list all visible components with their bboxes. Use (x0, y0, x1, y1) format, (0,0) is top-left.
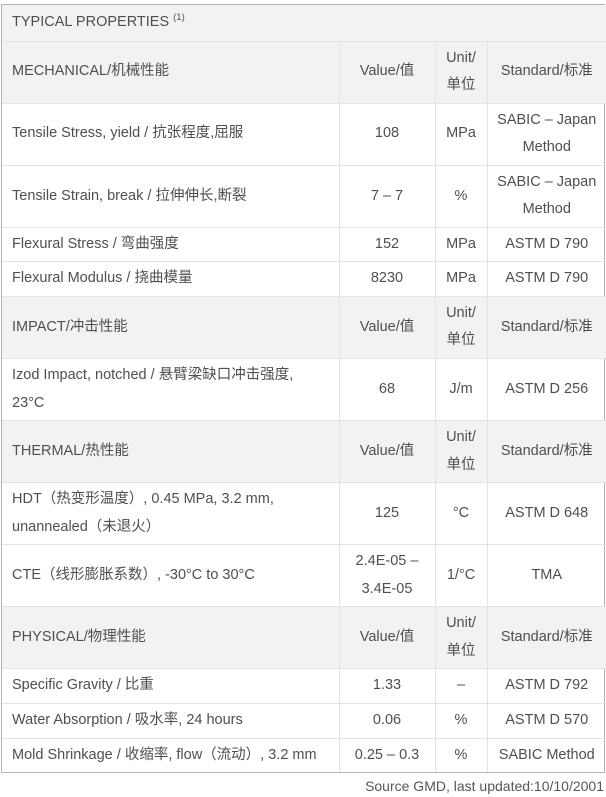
section-header-row-impact: IMPACT/冲击性能 Value/值 Unit/单位 Standard/标准 (1, 295, 606, 360)
table-title-row: TYPICAL PROPERTIES (1) (1, 4, 606, 42)
property-cell: Tensile Stress, yield / 抗张程度,屈服 (1, 102, 340, 166)
source-note: Source GMD, last updated:10/10/2001 (365, 778, 604, 795)
unit-cell: % (434, 737, 488, 773)
typical-properties-table: TYPICAL PROPERTIES (1) MECHANICAL/机械性能 Va… (1, 4, 606, 773)
value-cell: 0.25 – 0.3 (338, 737, 436, 773)
column-header-standard: Standard/标准 (486, 606, 606, 670)
standard-cell: ASTM D 570 (486, 703, 606, 739)
standard-cell: ASTM D 256 (486, 358, 606, 422)
value-cell: 7 – 7 (338, 164, 436, 228)
table-row: Tensile Strain, break / 拉伸伸长,断裂 7 – 7 % … (1, 164, 606, 228)
column-header-value: Value/值 (338, 606, 436, 670)
standard-cell: ASTM D 792 (486, 668, 606, 705)
property-cell: Flexural Modulus / 挠曲模量 (1, 261, 340, 297)
column-header-unit: Unit/单位 (434, 40, 488, 104)
table-row: Flexural Modulus / 挠曲模量 8230 MPa ASTM D … (1, 261, 606, 297)
column-header-value: Value/值 (338, 420, 436, 484)
unit-cell: MPa (434, 226, 488, 263)
column-header-unit: Unit/单位 (434, 606, 488, 670)
column-header-value: Value/值 (338, 295, 436, 360)
column-header-unit: Unit/单位 (434, 420, 488, 484)
column-header-value: Value/值 (338, 40, 436, 104)
standard-cell: SABIC Method (486, 737, 606, 773)
section-header-row-thermal: THERMAL/热性能 Value/值 Unit/单位 Standard/标准 (1, 420, 606, 484)
section-label: PHYSICAL/物理性能 (1, 606, 340, 670)
property-cell: Flexural Stress / 弯曲强度 (1, 226, 340, 263)
property-cell: Specific Gravity / 比重 (1, 668, 340, 705)
standard-cell: TMA (486, 544, 606, 608)
value-cell: 108 (338, 102, 436, 166)
column-header-unit: Unit/单位 (434, 295, 488, 360)
unit-cell: – (434, 668, 488, 705)
value-cell: 152 (338, 226, 436, 263)
value-cell: 68 (338, 358, 436, 422)
section-header-row-physical: PHYSICAL/物理性能 Value/值 Unit/单位 Standard/标… (1, 606, 606, 670)
table-row: Tensile Stress, yield / 抗张程度,屈服 108 MPa … (1, 102, 606, 166)
unit-cell: % (434, 164, 488, 228)
value-cell: 8230 (338, 261, 436, 297)
standard-cell: SABIC – Japan Method (486, 102, 606, 166)
property-cell: CTE（线形膨胀系数）, -30°C to 30°C (1, 544, 340, 608)
unit-cell: MPa (434, 102, 488, 166)
unit-cell: °C (434, 482, 488, 546)
typical-properties-table-wrap: TYPICAL PROPERTIES (1) MECHANICAL/机械性能 Va… (1, 4, 606, 774)
property-cell: Water Absorption / 吸水率, 24 hours (1, 703, 340, 739)
column-header-standard: Standard/标准 (486, 295, 606, 360)
section-label: IMPACT/冲击性能 (1, 295, 340, 360)
unit-cell: % (434, 703, 488, 739)
table-row: Specific Gravity / 比重 1.33 – ASTM D 792 (1, 668, 606, 705)
standard-cell: ASTM D 790 (486, 261, 606, 297)
column-header-standard: Standard/标准 (486, 40, 606, 104)
table-title-text: TYPICAL PROPERTIES (12, 14, 170, 30)
standard-cell: ASTM D 790 (486, 226, 606, 263)
property-cell: HDT（热变形温度）, 0.45 MPa, 3.2 mm, unannealed… (1, 482, 340, 546)
table-row: HDT（热变形温度）, 0.45 MPa, 3.2 mm, unannealed… (1, 482, 606, 546)
table-row: Water Absorption / 吸水率, 24 hours 0.06 % … (1, 703, 606, 739)
section-header-row-mechanical: MECHANICAL/机械性能 Value/值 Unit/单位 Standard… (1, 40, 606, 104)
section-label: THERMAL/热性能 (1, 420, 340, 484)
value-cell: 1.33 (338, 668, 436, 705)
standard-cell: SABIC – Japan Method (486, 164, 606, 228)
unit-cell: MPa (434, 261, 488, 297)
table-row: Flexural Stress / 弯曲强度 152 MPa ASTM D 79… (1, 226, 606, 263)
section-label: MECHANICAL/机械性能 (1, 40, 340, 104)
property-cell: Mold Shrinkage / 收缩率, flow（流动）, 3.2 mm (1, 737, 340, 773)
table-row: Izod Impact, notched / 悬臂梁缺口冲击强度, 23°C 6… (1, 358, 606, 422)
property-cell: Tensile Strain, break / 拉伸伸长,断裂 (1, 164, 340, 228)
standard-cell: ASTM D 648 (486, 482, 606, 546)
property-cell: Izod Impact, notched / 悬臂梁缺口冲击强度, 23°C (1, 358, 340, 422)
column-header-standard: Standard/标准 (486, 420, 606, 484)
value-cell: 2.4E-05 – 3.4E-05 (338, 544, 436, 608)
unit-cell: 1/°C (434, 544, 488, 608)
table-row: Mold Shrinkage / 收缩率, flow（流动）, 3.2 mm 0… (1, 737, 606, 773)
value-cell: 0.06 (338, 703, 436, 739)
unit-cell: J/m (434, 358, 488, 422)
value-cell: 125 (338, 482, 436, 546)
table-title: TYPICAL PROPERTIES (1) (1, 4, 606, 42)
table-title-footnote: (1) (173, 12, 185, 24)
table-row: CTE（线形膨胀系数）, -30°C to 30°C 2.4E-05 – 3.4… (1, 544, 606, 608)
